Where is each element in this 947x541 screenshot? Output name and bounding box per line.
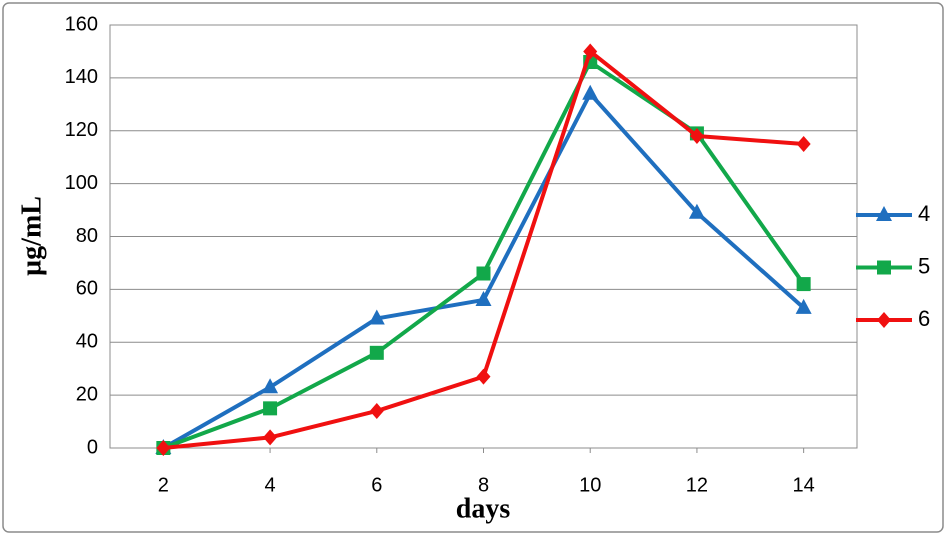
y-tick-label: 80: [76, 225, 98, 247]
y-tick-label: 160: [65, 13, 98, 35]
x-tick-label: 12: [686, 474, 708, 496]
y-tick-label: 120: [65, 119, 98, 141]
marker: [475, 290, 492, 306]
legend-label: 6: [918, 306, 930, 331]
marker: [476, 368, 491, 385]
marker: [262, 378, 279, 394]
marker: [263, 401, 278, 416]
marker: [796, 277, 811, 292]
legend-marker: [877, 260, 891, 275]
marker: [476, 266, 491, 281]
marker: [263, 429, 278, 446]
y-tick-label: 0: [87, 436, 98, 458]
y-tick-label: 100: [65, 172, 98, 194]
marker: [582, 84, 599, 100]
y-tick-label: 20: [76, 383, 98, 405]
x-tick-label: 14: [793, 474, 815, 496]
y-axis-title: µg/mL: [16, 196, 47, 276]
legend-label: 5: [918, 253, 930, 278]
x-tick-label: 8: [478, 474, 489, 496]
x-tick-label: 4: [265, 474, 276, 496]
marker: [583, 43, 598, 60]
y-tick-label: 40: [76, 331, 98, 353]
legend-marker: [877, 312, 891, 328]
marker: [688, 203, 705, 219]
x-axis-title: days: [456, 493, 511, 524]
legend-label: 4: [918, 201, 930, 226]
chart-border: [2, 2, 944, 533]
x-tick-label: 6: [371, 474, 382, 496]
legend-marker: [876, 206, 892, 221]
marker: [796, 135, 811, 152]
x-tick-label: 2: [158, 474, 169, 496]
marker: [689, 128, 704, 145]
x-tick-label: 10: [579, 474, 601, 496]
marker: [156, 440, 171, 456]
marker: [369, 402, 384, 419]
y-tick-label: 140: [65, 66, 98, 88]
marker: [368, 309, 385, 325]
marker: [795, 298, 812, 314]
y-tick-label: 60: [76, 278, 98, 300]
marker: [369, 345, 384, 360]
